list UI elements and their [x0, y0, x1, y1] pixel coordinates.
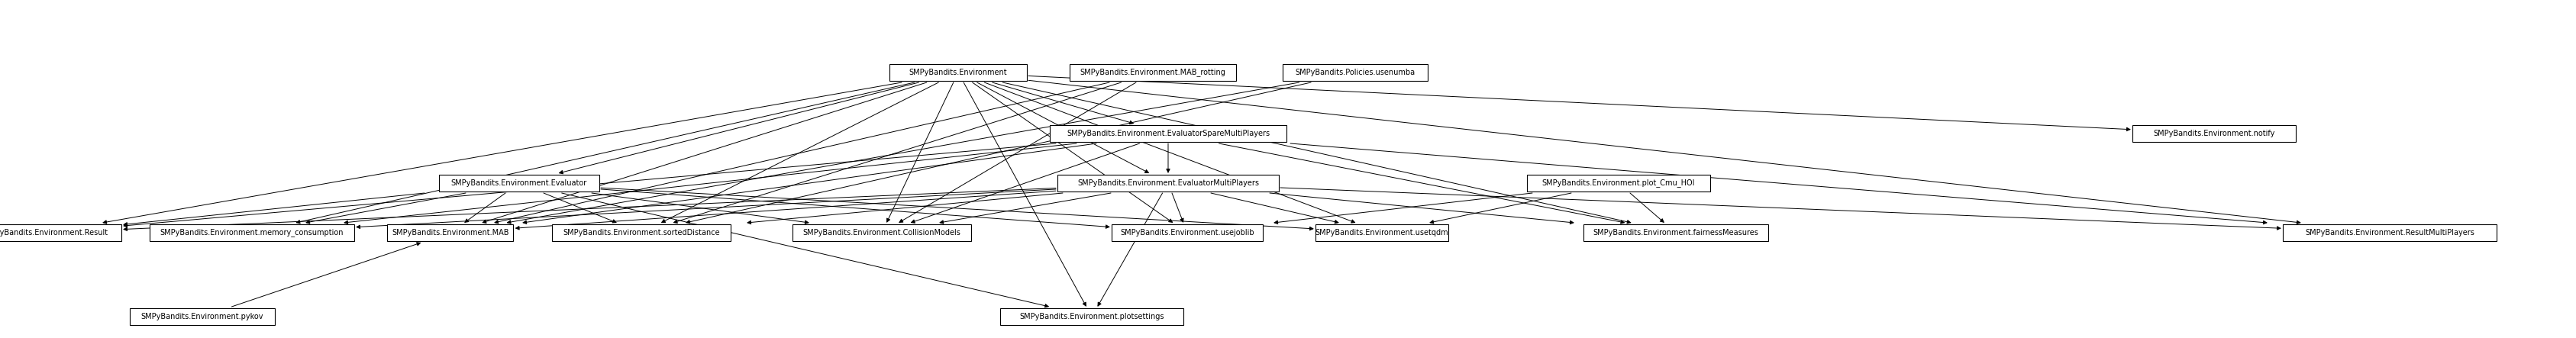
Text: SMPyBandits.Environment: SMPyBandits.Environment	[909, 69, 1007, 76]
Text: SMPyBandits.Environment.plot_Cmu_HOI: SMPyBandits.Environment.plot_Cmu_HOI	[1543, 179, 1695, 187]
Text: SMPyBandits.Environment.memory_consumption: SMPyBandits.Environment.memory_consumpti…	[160, 228, 343, 237]
Text: SMPyBandits.Environment.notify: SMPyBandits.Environment.notify	[2154, 130, 2275, 137]
FancyBboxPatch shape	[2133, 125, 2295, 142]
FancyBboxPatch shape	[793, 224, 971, 241]
Text: SMPyBandits.Environment.EvaluatorSpareMultiPlayers: SMPyBandits.Environment.EvaluatorSpareMu…	[1066, 130, 1270, 137]
FancyBboxPatch shape	[438, 175, 600, 192]
FancyBboxPatch shape	[1069, 64, 1236, 81]
FancyBboxPatch shape	[129, 308, 276, 325]
Text: SMPyBandits.Policies.usenumba: SMPyBandits.Policies.usenumba	[1296, 69, 1414, 76]
FancyBboxPatch shape	[1051, 125, 1285, 142]
FancyBboxPatch shape	[2282, 224, 2496, 241]
FancyBboxPatch shape	[889, 64, 1028, 81]
FancyBboxPatch shape	[149, 224, 355, 241]
Text: SMPyBandits.Environment.Result: SMPyBandits.Environment.Result	[0, 229, 108, 237]
Text: SMPyBandits.Environment.fairnessMeasures: SMPyBandits.Environment.fairnessMeasures	[1592, 229, 1759, 237]
Text: SMPyBandits.Environment.sortedDistance: SMPyBandits.Environment.sortedDistance	[562, 229, 719, 237]
FancyBboxPatch shape	[1584, 224, 1767, 241]
FancyBboxPatch shape	[1113, 224, 1262, 241]
Text: SMPyBandits.Environment.usejoblib: SMPyBandits.Environment.usejoblib	[1121, 229, 1255, 237]
Text: SMPyBandits.Environment.MAB_rotting: SMPyBandits.Environment.MAB_rotting	[1079, 68, 1226, 77]
Text: SMPyBandits.Environment.pykov: SMPyBandits.Environment.pykov	[142, 313, 263, 320]
FancyBboxPatch shape	[1056, 175, 1278, 192]
Text: SMPyBandits.Environment.Evaluator: SMPyBandits.Environment.Evaluator	[451, 179, 587, 187]
Text: SMPyBandits.Environment.CollisionModels: SMPyBandits.Environment.CollisionModels	[804, 229, 961, 237]
FancyBboxPatch shape	[1316, 224, 1448, 241]
FancyBboxPatch shape	[1528, 175, 1710, 192]
FancyBboxPatch shape	[1283, 64, 1427, 81]
Text: SMPyBandits.Environment.MAB: SMPyBandits.Environment.MAB	[392, 229, 510, 237]
Text: SMPyBandits.Environment.ResultMultiPlayers: SMPyBandits.Environment.ResultMultiPlaye…	[2306, 229, 2476, 237]
Text: SMPyBandits.Environment.usetqdm: SMPyBandits.Environment.usetqdm	[1316, 229, 1448, 237]
FancyBboxPatch shape	[0, 224, 121, 241]
Text: SMPyBandits.Environment.plotsettings: SMPyBandits.Environment.plotsettings	[1020, 313, 1164, 320]
FancyBboxPatch shape	[386, 224, 513, 241]
FancyBboxPatch shape	[999, 308, 1182, 325]
FancyBboxPatch shape	[551, 224, 732, 241]
Text: SMPyBandits.Environment.EvaluatorMultiPlayers: SMPyBandits.Environment.EvaluatorMultiPl…	[1077, 179, 1260, 187]
